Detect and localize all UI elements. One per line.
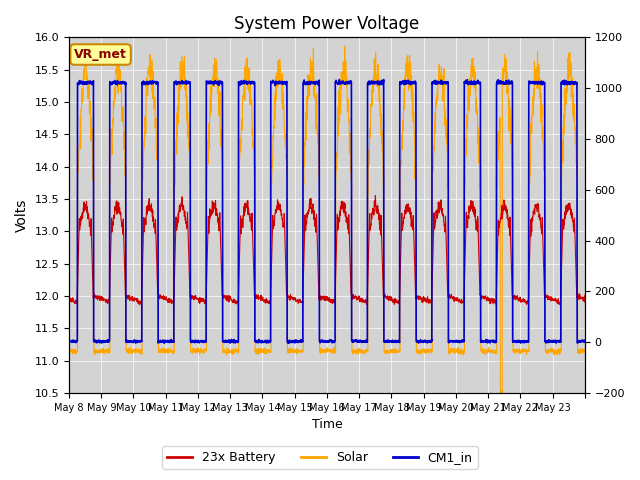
Title: System Power Voltage: System Power Voltage [234,15,420,33]
Y-axis label: Volts: Volts [15,199,29,232]
Legend: 23x Battery, Solar, CM1_in: 23x Battery, Solar, CM1_in [163,446,477,469]
X-axis label: Time: Time [312,419,342,432]
Text: VR_met: VR_met [74,48,127,61]
